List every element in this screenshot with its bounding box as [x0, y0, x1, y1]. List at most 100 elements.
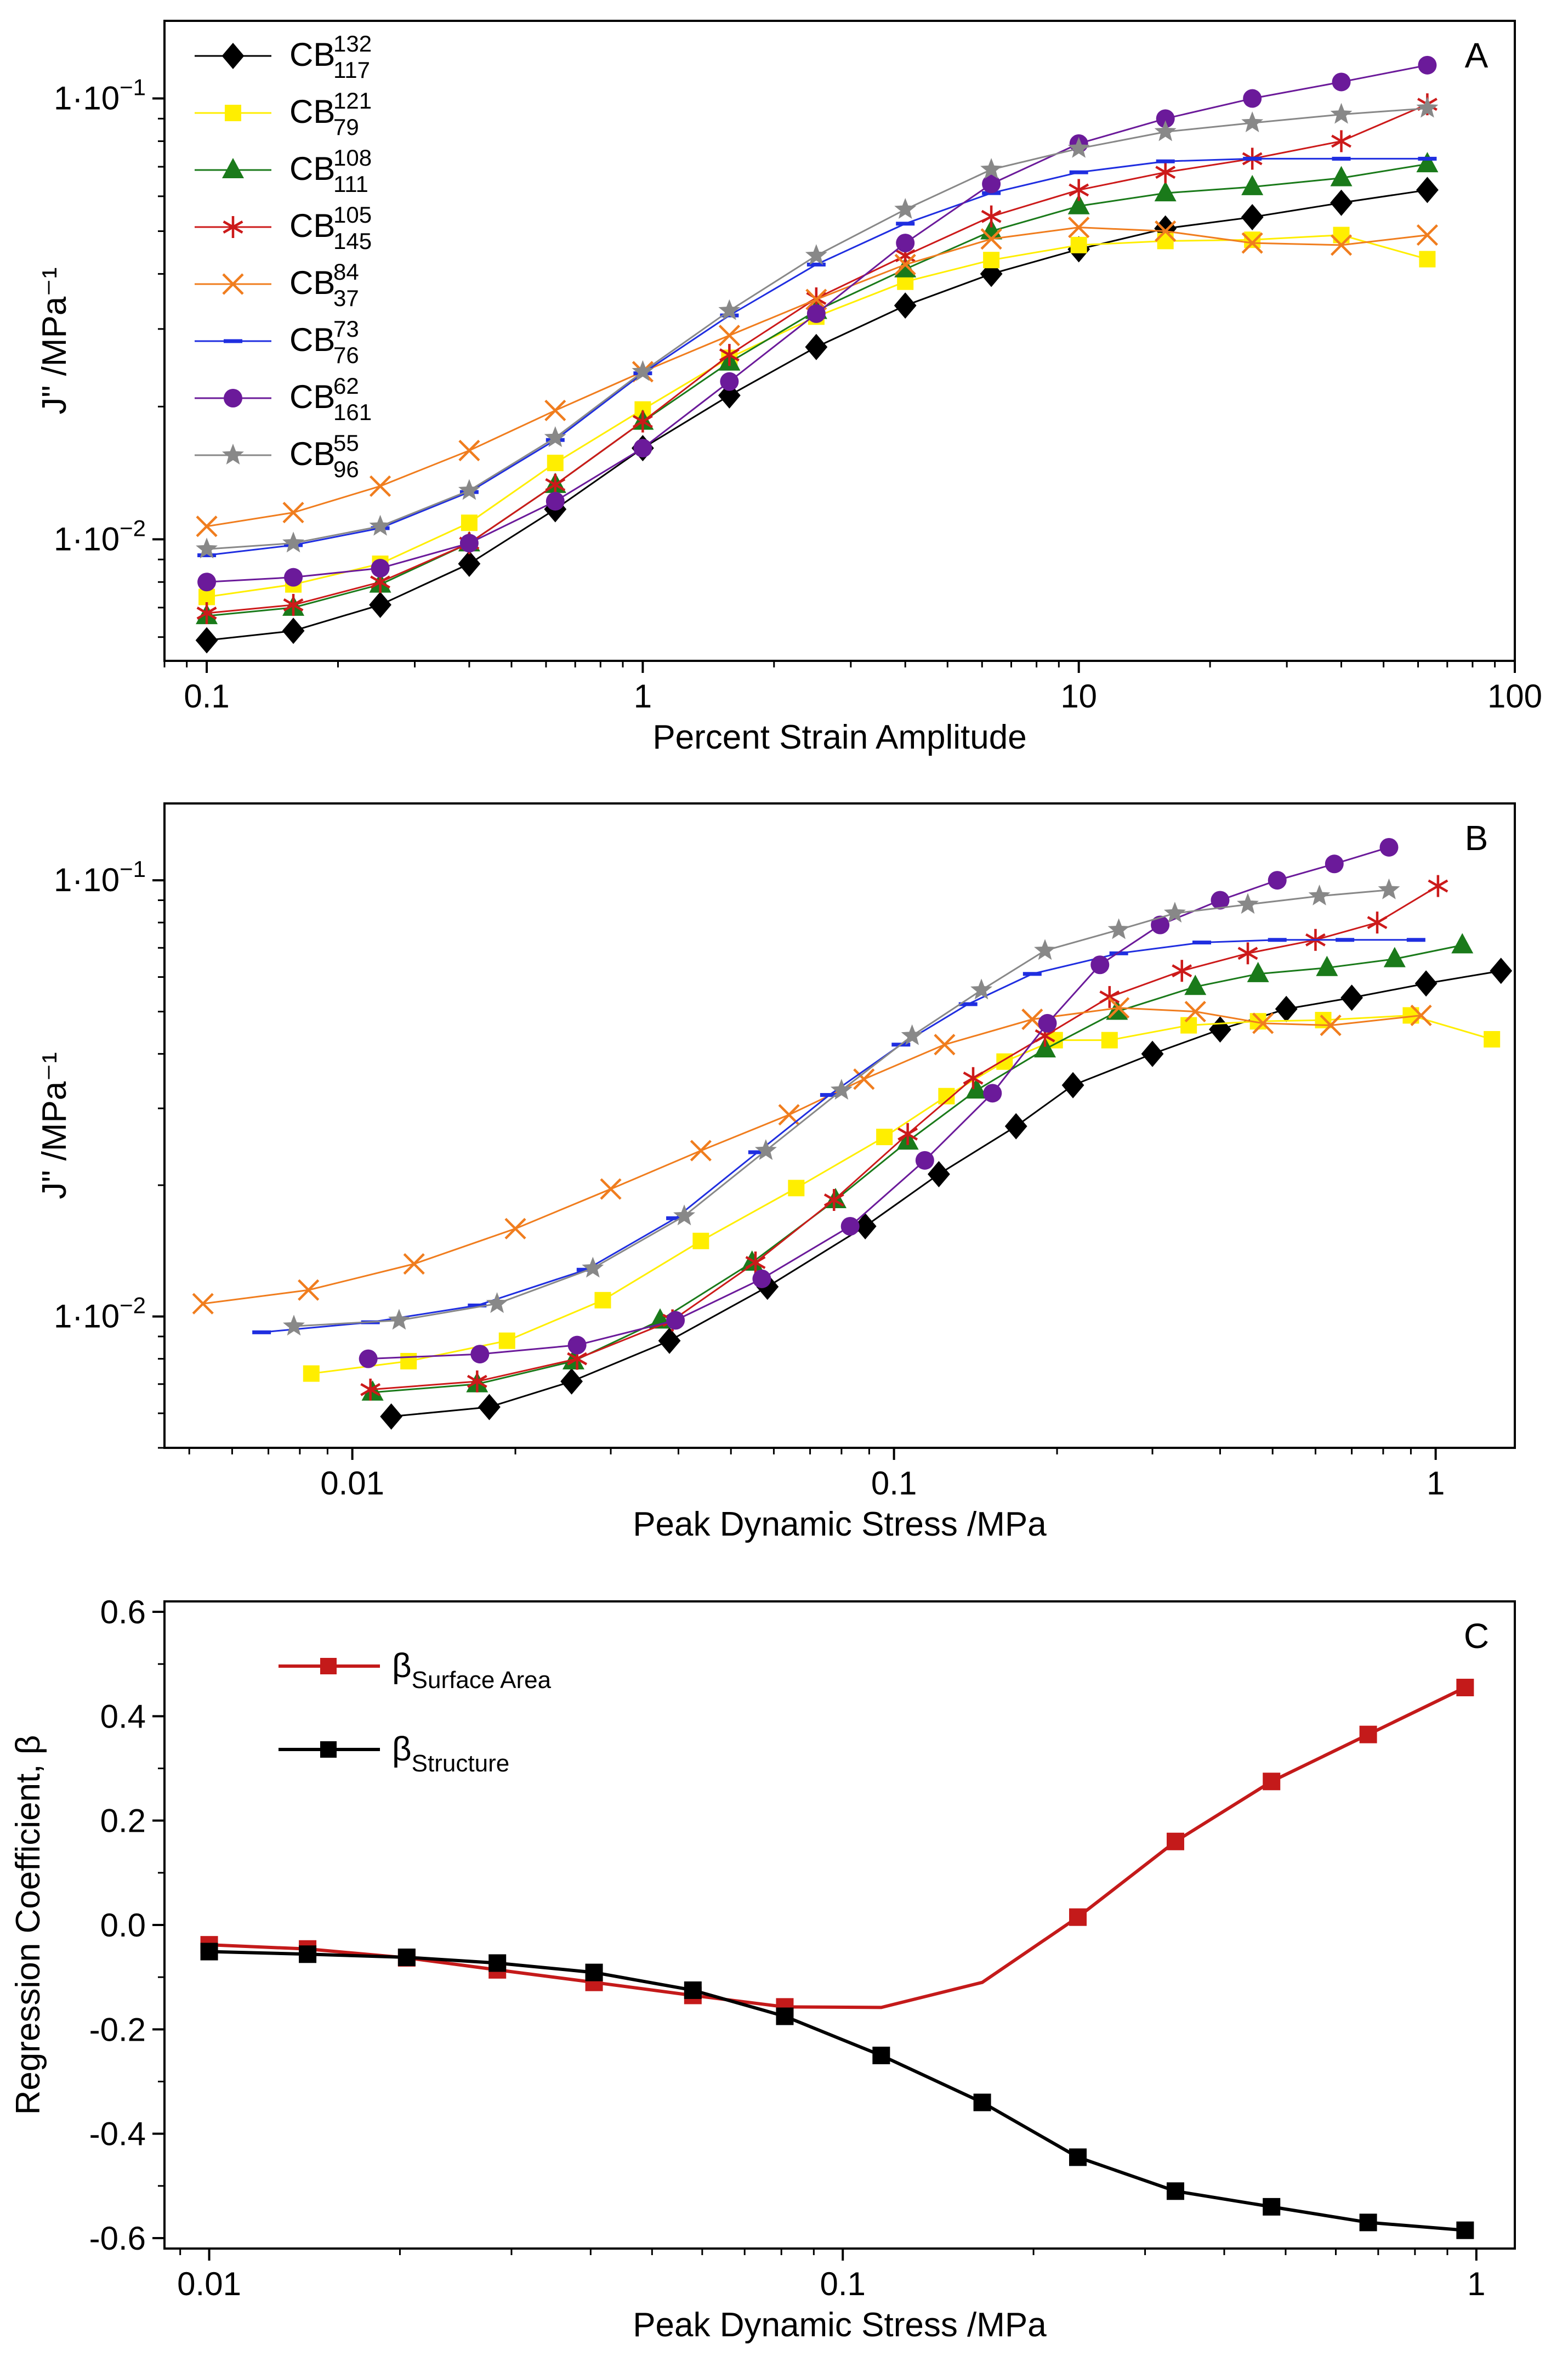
- x-stroke: [544, 399, 566, 422]
- data-point: [982, 174, 1001, 194]
- data-point: [467, 1370, 487, 1392]
- data-point: [983, 1084, 1002, 1103]
- series-CB73_76: [252, 938, 1425, 1334]
- data-point: [632, 360, 654, 381]
- data-point: [478, 1394, 501, 1420]
- x-stroke: [1021, 1009, 1043, 1030]
- legend-subscript: 111: [333, 171, 368, 197]
- data-point: [1099, 986, 1120, 1008]
- data-point: [805, 244, 827, 265]
- data-point: [458, 479, 480, 500]
- data-point: [1275, 995, 1298, 1022]
- series-CB132_117: [380, 958, 1513, 1430]
- x-stroke: [282, 501, 304, 524]
- legend-marker: [320, 1741, 337, 1758]
- data-point: [1243, 156, 1262, 161]
- data-point: [980, 158, 1003, 179]
- y-tick-exponent: −2: [120, 515, 146, 541]
- data-point: [284, 568, 303, 587]
- data-point: [1241, 174, 1264, 195]
- series-beta_structure: [200, 1943, 1474, 2239]
- asterisk-stroke: [823, 1193, 844, 1207]
- data-point: [197, 573, 217, 592]
- data-point: [1155, 220, 1177, 242]
- series-CB84_37: [192, 997, 1432, 1315]
- x-tick-label: 100: [1487, 678, 1542, 715]
- y-tick-label: -0.6: [89, 2220, 146, 2257]
- data-point: [1428, 875, 1448, 897]
- data-point: [1416, 177, 1439, 203]
- data-point: [720, 372, 739, 391]
- data-point: [547, 455, 564, 472]
- data-point: [1069, 2148, 1087, 2166]
- data-point: [1151, 915, 1170, 935]
- series-CB55_96: [283, 878, 1400, 1336]
- data-point: [805, 288, 827, 310]
- asterisk-stroke: [1331, 134, 1351, 148]
- data-point: [1184, 975, 1207, 995]
- data-point: [872, 2046, 890, 2064]
- x-stroke: [1320, 1015, 1342, 1037]
- legend-subscript: Surface Area: [412, 1667, 552, 1694]
- legend-base: β: [392, 1730, 412, 1768]
- data-point: [486, 1292, 508, 1313]
- data-point: [1038, 1013, 1057, 1033]
- data-point: [1241, 232, 1263, 254]
- data-point: [1268, 938, 1287, 942]
- x-stroke: [690, 1140, 712, 1162]
- data-point: [745, 1252, 766, 1274]
- data-point: [805, 333, 828, 360]
- data-point: [459, 534, 479, 553]
- x-stroke: [298, 1279, 320, 1301]
- data-point: [1192, 941, 1212, 945]
- x-stroke: [458, 439, 480, 462]
- data-point: [1330, 189, 1353, 216]
- data-point: [594, 1292, 611, 1309]
- data-point: [1308, 884, 1331, 905]
- x-stroke: [1241, 232, 1263, 254]
- data-point: [1268, 871, 1287, 890]
- panel-label: A: [1465, 36, 1489, 75]
- legend-label: CB108 111: [289, 145, 372, 197]
- legend-marker: [222, 273, 244, 295]
- data-point: [1004, 1113, 1027, 1140]
- data-point: [632, 410, 653, 433]
- data-point: [1237, 942, 1258, 965]
- data-point: [894, 257, 917, 278]
- legend-base: CB: [289, 378, 335, 415]
- data-point: [1330, 166, 1353, 186]
- data-point: [1108, 997, 1130, 1019]
- data-point: [567, 1335, 587, 1355]
- data-point: [195, 627, 218, 654]
- series-CB62_161: [359, 837, 1399, 1368]
- legend-base: CB: [289, 207, 335, 244]
- x-stroke: [894, 253, 916, 275]
- data-point: [973, 2093, 991, 2111]
- y-tick-label: 1·10−1: [54, 75, 146, 117]
- data-point: [840, 1217, 860, 1236]
- x-stroke: [934, 1034, 956, 1056]
- legend-subscript: 79: [333, 114, 359, 140]
- data-point: [1141, 1040, 1164, 1067]
- data-point: [403, 1253, 425, 1275]
- x-stroke: [1330, 234, 1353, 256]
- data-point: [1418, 156, 1437, 161]
- y-tick-label: 0.4: [100, 1698, 146, 1735]
- legend-label: CB121 79: [289, 88, 372, 140]
- data-point: [458, 550, 481, 577]
- data-point: [958, 1002, 978, 1006]
- asterisk-stroke: [981, 209, 1002, 223]
- data-point: [380, 1403, 403, 1430]
- y-tick-label: 1·10−1: [54, 856, 146, 898]
- legend-label: βSurface Area: [392, 1647, 552, 1694]
- data-point: [1156, 159, 1175, 163]
- data-point: [1383, 947, 1406, 967]
- data-point: [1154, 181, 1177, 202]
- data-point: [359, 1349, 378, 1368]
- asterisk-stroke: [1237, 947, 1258, 960]
- data-point: [1367, 911, 1388, 934]
- data-point: [282, 501, 304, 524]
- data-point: [1034, 939, 1056, 960]
- legend-marker: [224, 389, 242, 407]
